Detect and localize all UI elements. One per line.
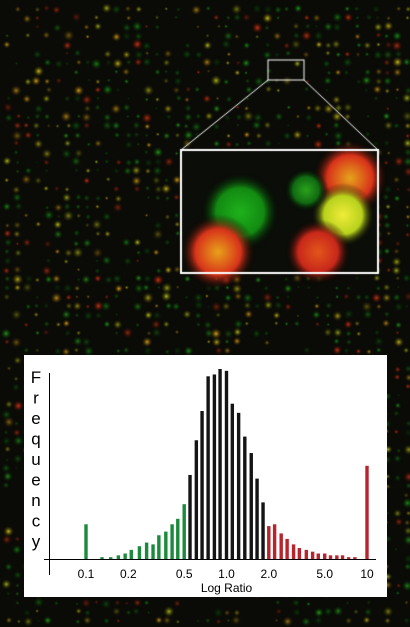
histogram-bar <box>328 555 333 559</box>
histogram-bar <box>194 440 199 559</box>
histogram-bar <box>137 546 142 559</box>
histogram-bar <box>272 524 277 559</box>
x-tick-labels: 0.1 0.2 0.5 1.0 2.0 5.0 10 <box>78 567 374 581</box>
histogram-bar <box>261 502 265 559</box>
histogram-bar <box>157 535 161 559</box>
y-label-letter: q <box>31 430 40 449</box>
y-label-letter: n <box>31 491 40 510</box>
y-label-letter: c <box>32 512 41 531</box>
y-label-letter: y <box>32 532 41 551</box>
x-tick-label: 0.1 <box>78 567 95 581</box>
histogram-bar <box>340 555 345 559</box>
histogram-bar <box>353 557 357 559</box>
histogram-bar <box>206 376 210 559</box>
histogram-bar <box>335 555 339 559</box>
histogram-bar <box>100 557 104 559</box>
y-label-letter: r <box>33 389 39 408</box>
histogram-bar <box>279 533 283 559</box>
histogram-bar <box>182 504 186 559</box>
y-label-letter: F <box>31 368 41 387</box>
histogram-bar <box>164 531 168 559</box>
x-tick-label: 0.2 <box>120 567 137 581</box>
x-axis-label: Log Ratio <box>201 581 253 595</box>
histogram-bar <box>310 551 315 559</box>
histogram-bar <box>109 557 113 559</box>
x-tick-label: 5.0 <box>316 567 333 581</box>
y-label-letter: u <box>31 450 40 469</box>
x-tick-label: 2.0 <box>260 567 277 581</box>
x-tick-label: 1.0 <box>218 567 235 581</box>
x-tick-label: 10 <box>360 567 374 581</box>
histogram-bar <box>123 553 127 559</box>
histogram-bar <box>188 474 192 559</box>
histogram-bar <box>346 557 351 559</box>
histogram-bar <box>255 478 259 559</box>
histogram-bar <box>236 412 241 559</box>
y-label-letter: e <box>31 471 40 490</box>
histogram-bar <box>200 411 204 559</box>
histogram-bar <box>267 526 271 559</box>
x-tick-label: 0.5 <box>176 567 193 581</box>
histogram-bar <box>230 403 235 559</box>
histogram-bar <box>116 555 121 559</box>
histogram-bar <box>224 370 229 559</box>
histogram-bars <box>84 369 369 559</box>
histogram-bar <box>212 374 217 559</box>
histogram-bar <box>365 465 369 559</box>
histogram-bar <box>249 453 253 559</box>
histogram-bar <box>144 542 149 559</box>
histogram-bar <box>129 549 133 559</box>
histogram-bar <box>170 524 174 559</box>
histogram-bar <box>323 553 327 559</box>
y-label-letter: e <box>31 409 40 428</box>
histogram-bar <box>291 544 296 559</box>
histogram-bar <box>304 549 309 559</box>
histogram-bar <box>151 544 155 559</box>
histogram-bar <box>285 538 289 559</box>
histogram-bar <box>297 548 302 559</box>
histogram-bar <box>243 436 247 559</box>
histogram-bar <box>218 369 222 559</box>
histogram-bar <box>316 553 320 559</box>
histogram-bar <box>176 518 180 559</box>
histogram-bar <box>84 524 88 559</box>
